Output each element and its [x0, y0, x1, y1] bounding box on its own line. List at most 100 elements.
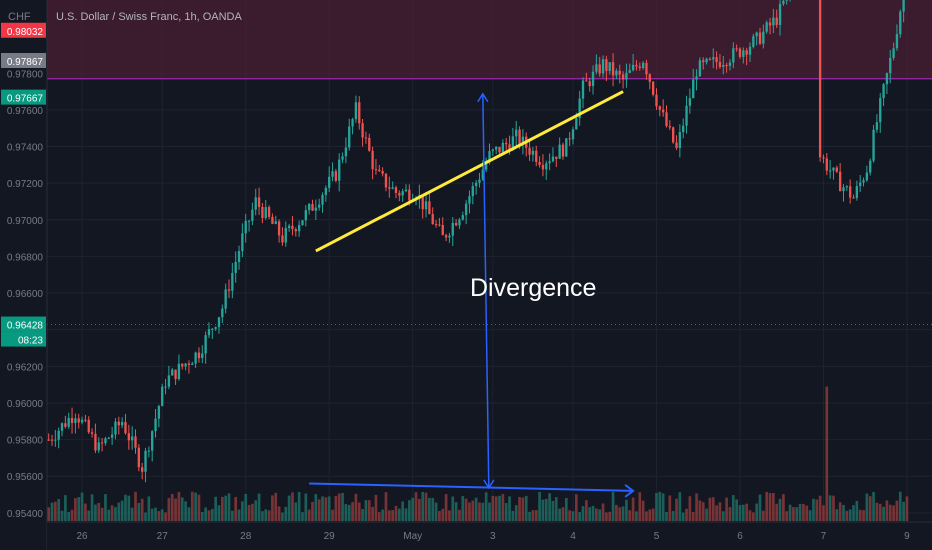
volume-bar	[391, 510, 394, 521]
candle-body	[695, 76, 698, 80]
candle	[301, 219, 304, 226]
time-axis[interactable]: 26 27 28 29 May 3 4 5 6 7 9	[47, 521, 932, 550]
candle-body	[134, 436, 137, 448]
candle-body	[478, 179, 481, 183]
candle	[765, 20, 768, 34]
candle-body	[601, 59, 605, 74]
candle-body	[728, 62, 732, 66]
volume-bar	[898, 491, 902, 521]
candle	[521, 129, 525, 155]
candle	[748, 42, 752, 62]
volume-bar	[905, 496, 909, 521]
volume-bar	[297, 491, 301, 521]
candle-body	[488, 151, 491, 163]
candle-body	[598, 64, 601, 74]
volume-bar	[511, 510, 515, 521]
candle	[895, 24, 899, 51]
candle-body	[685, 105, 688, 126]
volume-bar	[384, 492, 388, 521]
candle	[267, 205, 271, 220]
volume-bar	[271, 495, 274, 521]
price-badge-bg	[1, 331, 46, 347]
candle-body	[468, 196, 471, 204]
volume-bar	[207, 510, 211, 521]
price-axis[interactable]: 0.95400 0.95600 0.95800 0.96000 0.96200 0.964…	[0, 0, 48, 550]
volume-bar	[558, 508, 561, 521]
candle	[658, 105, 661, 117]
candle-body	[892, 48, 895, 58]
candle	[141, 462, 144, 480]
candle-body	[588, 81, 591, 87]
candle	[585, 72, 588, 82]
time-tick-label: 26	[77, 531, 89, 542]
candle-body	[60, 423, 64, 431]
price-badge-label: 0.97667	[7, 94, 44, 105]
candle-body	[631, 64, 635, 71]
candle	[702, 57, 705, 70]
candle	[478, 172, 481, 188]
candle-body	[521, 136, 525, 145]
price-tick-label: 0.95800	[7, 436, 44, 447]
candle	[849, 179, 852, 204]
candle	[50, 434, 54, 446]
candle-body	[772, 17, 775, 26]
volume-bar	[154, 507, 157, 521]
candle-body	[595, 64, 598, 72]
volume-bar	[835, 509, 839, 521]
candle	[421, 195, 424, 219]
candle	[538, 156, 541, 168]
candle-body	[682, 125, 685, 132]
divergence-arrows[interactable]	[309, 92, 635, 498]
volume-bar	[347, 504, 351, 521]
trendline[interactable]	[315, 90, 624, 253]
candle-body	[67, 417, 70, 427]
volume-bar	[531, 510, 535, 521]
volume-bar	[601, 503, 605, 521]
volume-bar	[508, 496, 511, 521]
candle-body	[177, 363, 181, 380]
volume-bar	[331, 509, 334, 521]
candle	[161, 383, 164, 407]
candle	[862, 177, 865, 187]
candle	[127, 424, 130, 450]
candle	[294, 227, 297, 237]
time-tick-label: 27	[157, 531, 169, 542]
price-tick-label: 0.97000	[7, 216, 44, 227]
candle-body	[458, 219, 461, 226]
volume-bar	[130, 507, 134, 521]
candle-body	[221, 308, 224, 318]
volume-bar	[134, 491, 137, 521]
candle	[207, 322, 211, 339]
candle-body	[361, 123, 364, 138]
candle	[461, 211, 464, 221]
candle	[682, 118, 685, 139]
candle	[311, 199, 314, 211]
candle	[234, 251, 237, 283]
volume-bar	[431, 497, 435, 521]
price-badge-bg	[1, 89, 46, 105]
volume-bar	[314, 494, 318, 521]
candle-body	[257, 197, 261, 207]
volume-bar	[244, 493, 248, 521]
volume-bar	[738, 505, 742, 521]
volume-bar	[144, 512, 147, 521]
candle-body	[855, 186, 859, 199]
volume-bar	[805, 505, 809, 521]
candle	[194, 351, 197, 368]
volume-bar	[718, 502, 722, 521]
candle-body	[745, 50, 748, 55]
candle	[64, 415, 67, 429]
candle	[541, 154, 545, 177]
volume-bar	[261, 511, 264, 521]
volume-bar	[414, 492, 418, 521]
candle-body	[471, 186, 474, 197]
price-badge-label: 08:23	[18, 336, 43, 347]
candle-body	[655, 94, 658, 107]
candle	[571, 126, 575, 145]
candle	[495, 146, 498, 155]
candle-body	[628, 70, 631, 73]
candle	[511, 127, 515, 151]
volume-bar	[641, 500, 645, 521]
volume-bar	[140, 498, 144, 521]
